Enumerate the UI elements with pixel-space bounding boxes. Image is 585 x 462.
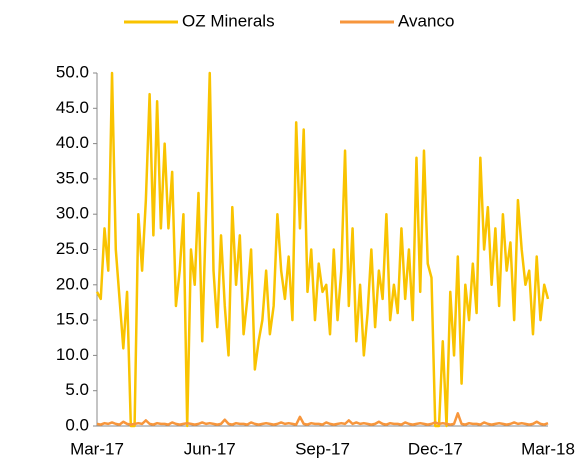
legend-label: Avanco xyxy=(398,11,454,30)
series-line xyxy=(96,412,549,426)
y-tick-label: 20.0 xyxy=(56,274,89,293)
x-tick-label: Jun-17 xyxy=(184,439,236,458)
y-tick-label: 10.0 xyxy=(56,345,89,364)
y-tick-label: 45.0 xyxy=(56,98,89,117)
legend-label: OZ Minerals xyxy=(182,11,275,30)
x-tick-label: Mar-17 xyxy=(70,439,124,458)
y-tick-label: 0.0 xyxy=(65,415,89,434)
y-tick-label: 15.0 xyxy=(56,310,89,329)
y-tick-label: 25.0 xyxy=(56,239,89,258)
y-tick-label: 50.0 xyxy=(56,62,89,81)
x-tick-label: Mar-18 xyxy=(521,439,575,458)
x-tick-label: Dec-17 xyxy=(408,439,463,458)
y-tick-label: 35.0 xyxy=(56,168,89,187)
y-tick-label: 5.0 xyxy=(65,380,89,399)
y-tick-label: 30.0 xyxy=(56,204,89,223)
x-tick-label: Sep-17 xyxy=(295,439,350,458)
series-line xyxy=(95,71,550,428)
y-tick-label: 40.0 xyxy=(56,133,89,152)
